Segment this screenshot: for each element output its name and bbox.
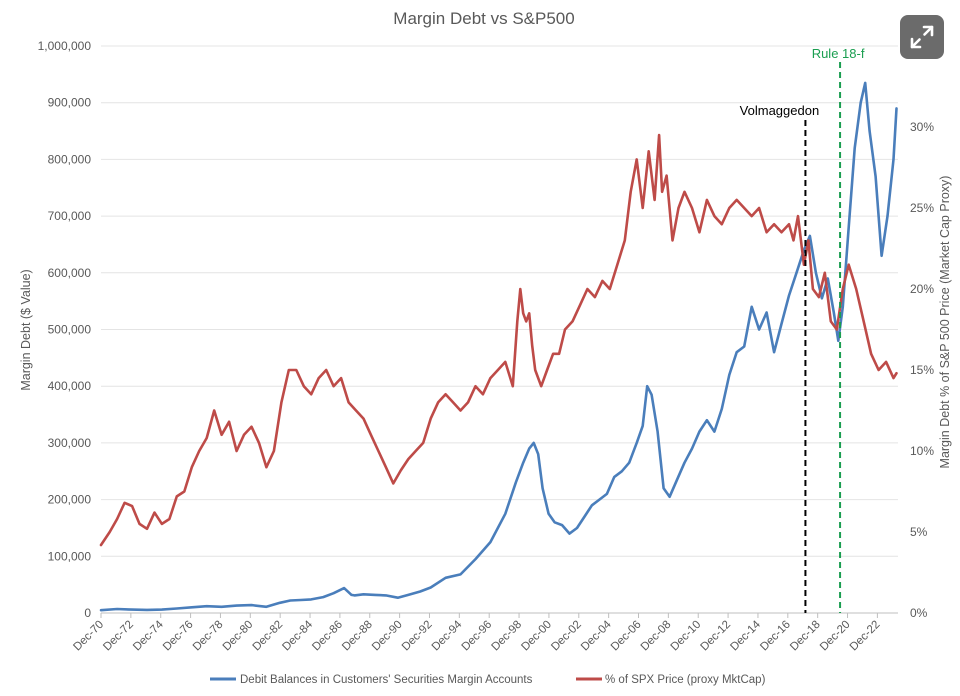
y-tick-label: 700,000: [48, 209, 92, 223]
annotation-label: Volmaggedon: [740, 103, 820, 118]
y2-tick-label: 5%: [910, 525, 928, 539]
y-tick-label: 300,000: [48, 436, 92, 450]
x-tick-label: Dec-06: [609, 619, 644, 654]
y-tick-label: 600,000: [48, 266, 92, 280]
y2-axis: 0% 5% 10% 15% 20% 25% 30%: [910, 120, 934, 620]
annotation-label: Rule 18-f: [812, 46, 865, 61]
y-tick-label: 900,000: [48, 96, 92, 110]
x-tick-label: Dec-74: [131, 618, 166, 653]
x-tick-label: Dec-72: [101, 619, 136, 654]
y-tick-label: 200,000: [48, 493, 92, 507]
x-tick-label: Dec-14: [728, 618, 763, 653]
y-tick-label: 800,000: [48, 152, 92, 166]
y2-tick-label: 15%: [910, 363, 934, 377]
expand-button[interactable]: [900, 15, 944, 59]
y-tick-label: 400,000: [48, 379, 92, 393]
x-tick-label: Dec-92: [400, 619, 435, 654]
legend-label-pct: % of SPX Price (proxy MktCap): [605, 674, 766, 686]
x-tick-label: Dec-00: [519, 619, 554, 654]
series-layer: [99, 81, 898, 612]
x-tick-label: Dec-22: [848, 619, 883, 654]
x-tick-label: Dec-80: [221, 619, 256, 654]
y2-axis-title: Margin Debt % of S&P 500 Price (Market C…: [938, 176, 952, 469]
series-line-pct-spx: [99, 133, 898, 547]
y2-tick-label: 0%: [910, 606, 928, 620]
y-tick-label: 100,000: [48, 549, 92, 563]
x-tick-label: Dec-98: [489, 619, 524, 654]
x-tick-label: Dec-82: [251, 619, 286, 654]
x-tick-label: Dec-04: [579, 618, 614, 653]
x-tick-label: Dec-08: [639, 619, 674, 654]
x-tick-label: Dec-02: [549, 619, 584, 654]
x-tick-label: Dec-84: [280, 618, 315, 653]
x-tick-label: Dec-10: [669, 619, 704, 654]
y-tick-label: 500,000: [48, 323, 92, 337]
x-tick-label: Dec-94: [430, 618, 465, 653]
x-tick-label: Dec-20: [818, 619, 853, 654]
x-tick-label: Dec-70: [71, 619, 106, 654]
y2-tick-label: 10%: [910, 444, 934, 458]
x-tick-label: Dec-96: [460, 619, 495, 654]
y2-tick-label: 20%: [910, 282, 934, 296]
y-axis: 0 100,000 200,000 300,000 400,000 500,000 600,…: [38, 39, 92, 620]
y2-tick-label: 25%: [910, 201, 934, 215]
y2-tick-label: 30%: [910, 120, 934, 134]
x-tick-label: Dec-16: [758, 619, 793, 654]
x-tick-label: Dec-76: [161, 619, 196, 654]
expand-icon: [910, 25, 934, 49]
x-tick-label: Dec-12: [699, 619, 734, 654]
y-tick-label: 1,000,000: [38, 39, 92, 53]
x-tick-label: Dec-90: [370, 619, 405, 654]
x-tick-label: Dec-18: [788, 619, 823, 654]
chart-title: Margin Debt vs S&P500: [393, 9, 574, 28]
legend-label-debit: Debit Balances in Customers' Securities …: [240, 674, 533, 686]
x-tick-label: Dec-88: [340, 619, 375, 654]
x-tick-label: Dec-78: [191, 619, 226, 654]
legend: Debit Balances in Customers' Securities …: [210, 674, 766, 686]
annotations: Volmaggedon Rule 18-f: [740, 46, 865, 613]
grid-lines: [101, 45, 898, 614]
x-tick-label: Dec-86: [310, 619, 345, 654]
y-tick-label: 0: [84, 606, 91, 620]
y-axis-title: Margin Debt ($ Value): [19, 269, 33, 390]
series-line-debit-balances: [99, 81, 898, 612]
x-axis: Dec-70Dec-72Dec-74Dec-76Dec-78Dec-80Dec-…: [71, 613, 883, 654]
